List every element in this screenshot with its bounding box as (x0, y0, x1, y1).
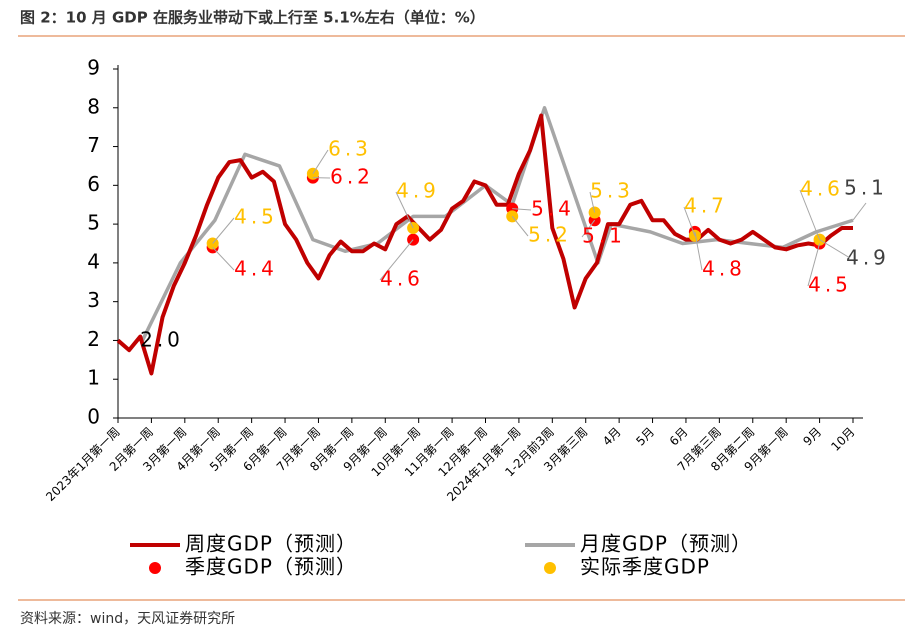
leader-line (683, 206, 696, 236)
data-label: 5.3 (590, 179, 634, 203)
leader-line (694, 231, 703, 271)
x-tick-label: 9月 (800, 425, 824, 449)
data-label: 4.5 (808, 273, 852, 297)
data-label: 4.6 (380, 267, 424, 291)
leader-line (581, 219, 596, 238)
data-label: 4.7 (684, 194, 728, 218)
leader-line (799, 189, 821, 240)
data-label: 6.3 (328, 137, 372, 161)
x-tick-label: 10月 (828, 425, 857, 454)
leader-line (512, 208, 532, 211)
data-label: 5.4 (531, 197, 575, 221)
leader-line (312, 149, 329, 174)
y-tick-label: 6 (87, 172, 100, 196)
data-label: 4.6 (800, 177, 844, 201)
data-label: 4.4 (234, 257, 278, 281)
data-label: 4.5 (234, 205, 278, 229)
data-label: 2.0 (140, 328, 184, 352)
y-tick-label: 0 (87, 405, 100, 429)
leader-line (589, 191, 596, 213)
legend-label: 月度GDP（预测） (580, 532, 752, 556)
leader-line (852, 202, 867, 221)
y-tick-label: 8 (87, 94, 100, 118)
y-tick-label: 2 (87, 327, 100, 351)
leader-line (395, 191, 414, 229)
leader-line (807, 243, 821, 287)
leader-line (819, 239, 851, 259)
legend-label: 实际季度GDP (580, 555, 710, 579)
legend-swatch (544, 562, 556, 574)
data-label: 5.1 (582, 224, 626, 248)
data-label: 4.9 (396, 179, 440, 203)
x-tick-label: 6月 (667, 425, 691, 449)
y-tick-label: 9 (87, 56, 100, 80)
x-tick-label: 5月 (633, 425, 657, 449)
y-tick-label: 5 (87, 211, 100, 235)
leader-line (511, 216, 529, 237)
leader-line (379, 239, 414, 281)
chart-title: 图 2：10 月 GDP 在服务业带动下或上行至 5.1%左右（单位：%） (20, 9, 485, 27)
series-line (116, 113, 853, 376)
data-label: 5.1 (844, 176, 888, 200)
legend-label: 季度GDP（预测） (185, 555, 357, 579)
data-label: 5.2 (528, 223, 572, 247)
leader-line (212, 247, 235, 271)
y-tick-label: 3 (87, 288, 100, 312)
data-label: 4.9 (846, 246, 890, 270)
source: 资料来源：wind，天风证券研究所 (20, 611, 235, 627)
legend-label: 周度GDP（预测） (185, 532, 357, 556)
y-tick-label: 4 (87, 249, 100, 273)
data-label: 6.2 (330, 165, 374, 189)
y-tick-label: 1 (87, 366, 100, 390)
leader-line (212, 217, 235, 244)
data-label: 4.8 (702, 257, 746, 281)
y-tick-label: 7 (87, 133, 100, 157)
legend-swatch (149, 562, 161, 574)
x-tick-label: 4月 (600, 425, 624, 449)
